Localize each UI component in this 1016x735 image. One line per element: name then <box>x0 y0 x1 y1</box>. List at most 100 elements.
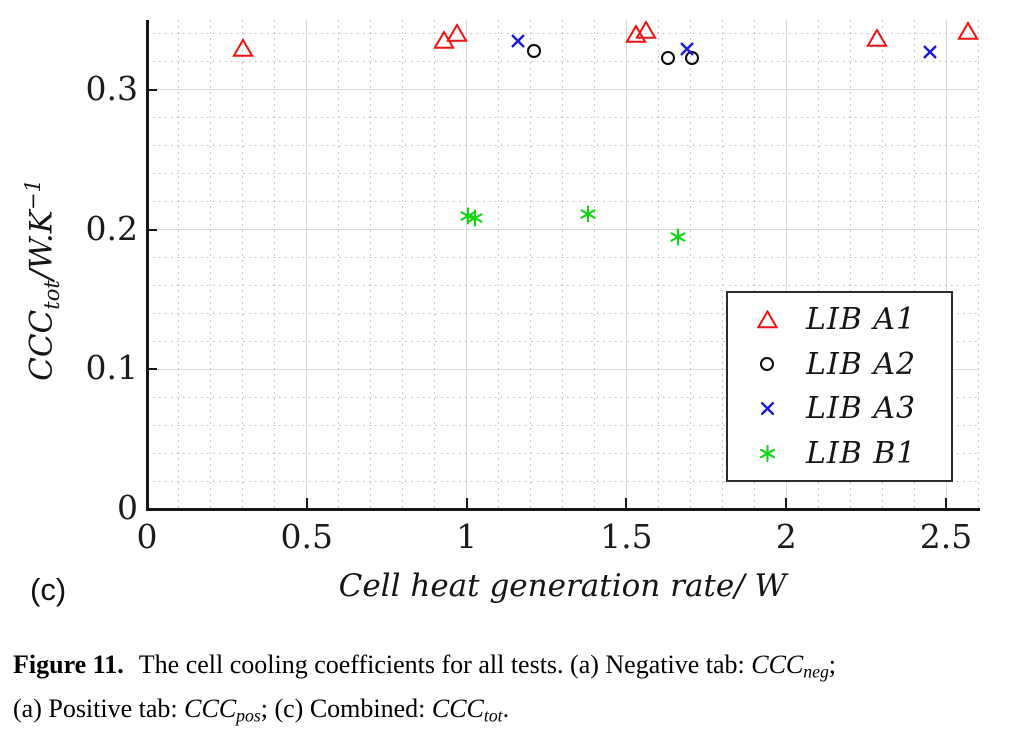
caption-text: (a) Positive tab: <box>13 694 185 724</box>
minor-gridline-v <box>338 20 340 509</box>
triangle-marker-icon <box>232 37 254 57</box>
caption-ccc-pos-sub: pos <box>236 705 261 726</box>
x-tick-mark <box>945 498 948 508</box>
caption-figure-number: Figure 11. <box>13 650 124 679</box>
major-gridline-h <box>147 229 978 231</box>
y-tick-mark <box>147 228 157 231</box>
major-gridline-v <box>306 20 308 509</box>
x-tick-label: 1.5 <box>600 517 653 556</box>
minor-gridline-v <box>689 20 691 509</box>
legend-item-lib-a3: LIB A3 <box>728 391 951 426</box>
major-gridline-h <box>147 368 978 370</box>
minor-gridline-h <box>147 61 978 63</box>
asterisk-marker-icon <box>580 205 597 223</box>
legend-label: LIB A2 <box>806 346 917 382</box>
minor-gridline-h <box>147 117 978 119</box>
x-tick-label: 2 <box>775 517 797 556</box>
panel-label: (c) <box>30 572 67 607</box>
caption-text: ; <box>828 650 837 679</box>
legend-item-lib-a2: LIB A2 <box>728 347 951 382</box>
minor-gridline-v <box>657 20 659 509</box>
legend-item-lib-b1: LIB B1 <box>728 436 951 471</box>
minor-gridline-v <box>721 20 723 509</box>
minor-gridline-v <box>402 20 404 509</box>
major-gridline-h <box>147 89 978 91</box>
y-axis-label-sub: tot <box>38 280 64 310</box>
minor-gridline-v <box>913 20 915 509</box>
caption-ccc-tot: CCC <box>431 694 484 724</box>
caption-ccc-pos: CCC <box>184 694 237 724</box>
cross-marker-icon <box>680 42 695 57</box>
caption-ccc-neg-sub: neg <box>803 661 829 682</box>
x-tick-label: 1 <box>456 517 478 556</box>
minor-gridline-v <box>274 20 276 509</box>
minor-gridline-v <box>562 20 563 509</box>
triangle-marker-icon <box>866 28 889 48</box>
asterisk-marker-icon <box>466 209 483 227</box>
y-tick-label: 0.3 <box>85 68 138 108</box>
y-tick-label: 0.2 <box>85 208 138 248</box>
legend-label: LIB A3 <box>806 391 917 427</box>
y-axis-label-main: CCC <box>23 309 60 381</box>
minor-gridline-h <box>147 452 978 454</box>
legend-label: LIB A1 <box>806 302 917 338</box>
circle-marker-icon <box>728 356 806 372</box>
y-axis-label: CCCtot/W.K−1 <box>20 179 64 381</box>
x-axis-label: Cell heat generation rate/ W <box>338 568 787 604</box>
minor-gridline-v <box>593 20 595 509</box>
minor-gridline-h <box>147 340 978 342</box>
caption-text: . <box>502 694 510 724</box>
triangle-marker-icon <box>634 19 657 39</box>
x-tick-label: 0 <box>136 517 158 556</box>
y-tick-label: 0 <box>117 487 138 527</box>
minor-gridline-h <box>147 284 978 286</box>
circle-marker-icon <box>684 50 700 66</box>
major-gridline-v <box>466 20 468 509</box>
minor-gridline-h <box>147 33 978 35</box>
minor-gridline-v <box>370 20 372 509</box>
minor-gridline-h <box>147 396 978 398</box>
minor-gridline-h <box>147 424 978 426</box>
cross-marker-icon <box>923 45 938 60</box>
major-gridline-v <box>785 20 787 509</box>
caption-text: The cell cooling coefficients for all te… <box>132 650 752 679</box>
cross-marker-icon <box>728 401 806 416</box>
legend: LIB A1 LIB A2 LIB A3 LIB B1 <box>726 291 953 482</box>
minor-gridline-v <box>242 20 244 509</box>
minor-gridline-v <box>849 20 851 509</box>
major-gridline-v <box>625 20 627 509</box>
x-tick-label: 0.5 <box>280 517 334 556</box>
triangle-marker-icon <box>957 21 980 41</box>
y-axis-line <box>145 20 149 510</box>
legend-label: LIB B1 <box>806 435 917 471</box>
triangle-marker-icon <box>446 22 468 42</box>
minor-gridline-h <box>147 312 978 314</box>
x-tick-mark <box>305 498 308 508</box>
x-tick-mark <box>625 498 628 508</box>
minor-gridline-v <box>753 20 755 509</box>
circle-marker-icon <box>526 43 542 59</box>
triangle-marker-icon <box>625 23 647 43</box>
asterisk-marker-icon <box>669 227 686 246</box>
minor-gridline-h <box>147 480 978 482</box>
x-tick-mark <box>465 498 468 508</box>
y-axis-label-sup: −1 <box>20 179 46 211</box>
minor-gridline-v <box>881 20 883 509</box>
minor-gridline-v <box>434 20 436 509</box>
y-tick-label: 0.1 <box>85 348 138 388</box>
asterisk-marker-icon <box>728 444 806 462</box>
minor-gridline-h <box>147 173 978 175</box>
caption-ccc-neg: CCC <box>751 650 804 679</box>
legend-item-lib-a1: LIB A1 <box>728 302 951 337</box>
figure-11-chart: 0 0.5 1 1.5 2 2.5 0 0.1 0.2 0.3 CCCtot/W.K−1 Cell… <box>20 19 980 607</box>
x-tick-label: 2.5 <box>919 517 973 556</box>
minor-gridline-v <box>977 20 979 509</box>
x-tick-mark <box>785 498 788 508</box>
minor-gridline-v <box>178 20 180 509</box>
x-axis-line <box>145 508 980 511</box>
major-gridline-v <box>945 20 947 509</box>
minor-gridline-v <box>210 20 212 509</box>
y-tick-mark <box>147 368 157 371</box>
minor-gridline-v <box>498 20 500 509</box>
y-axis-label-rest: /W.K <box>23 210 60 281</box>
